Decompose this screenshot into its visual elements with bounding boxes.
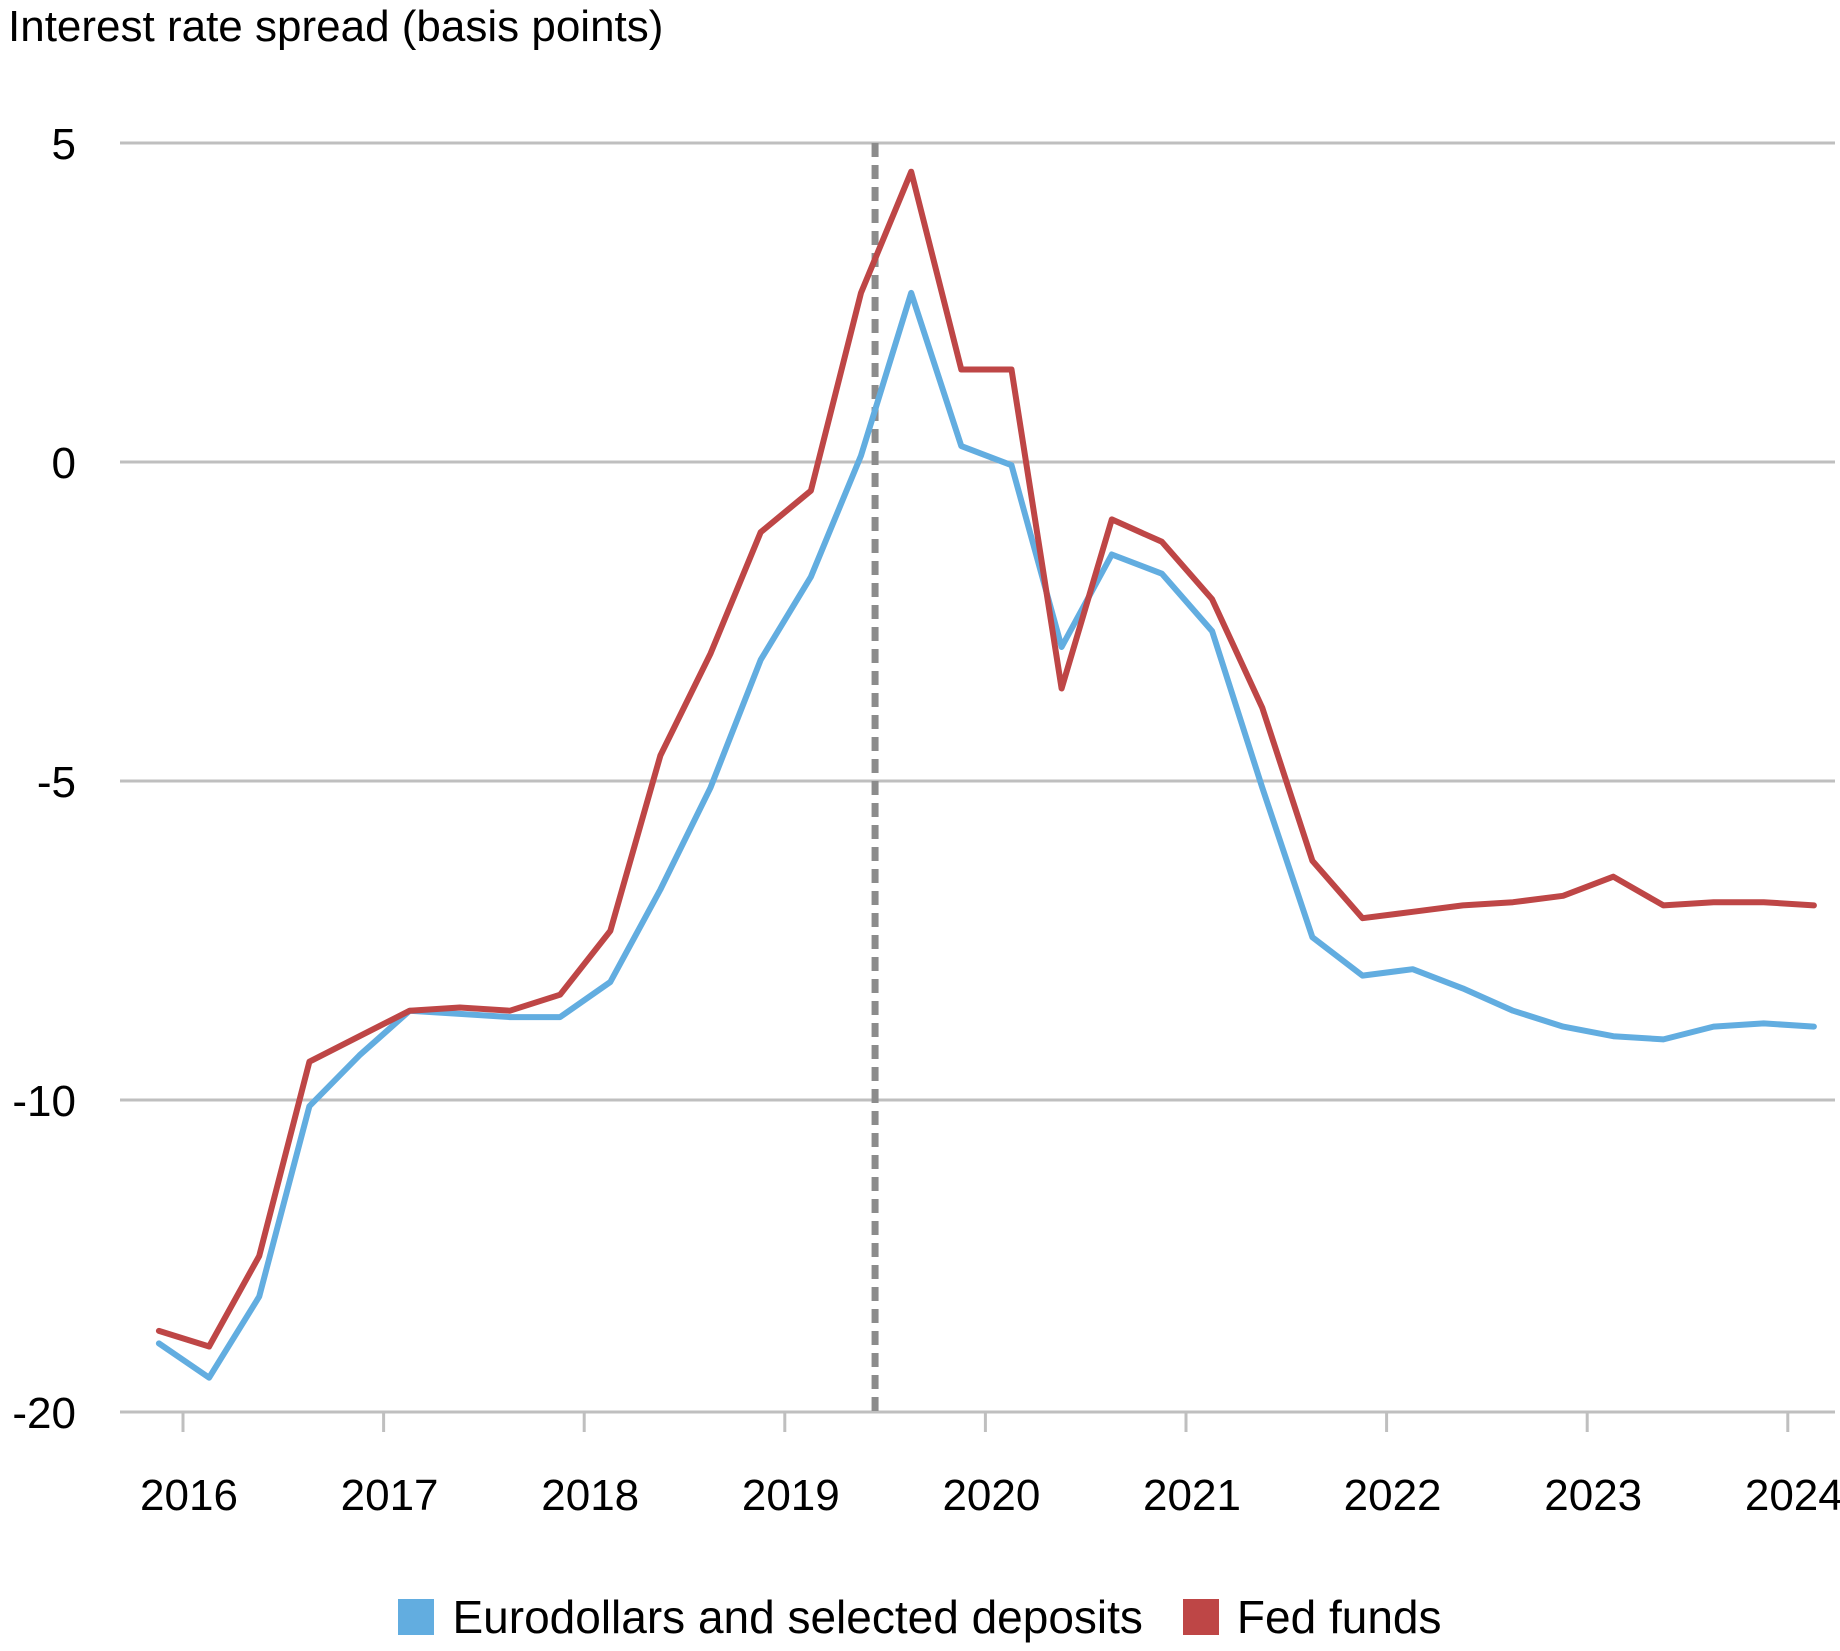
gridlines	[120, 141, 1835, 1414]
x-tick-label: 2019	[742, 1471, 840, 1520]
y-tick-label: -5	[37, 758, 76, 807]
y-tick-label: -10	[12, 1077, 76, 1126]
x-tick-label: 2023	[1544, 1471, 1642, 1520]
x-tick-label: 2020	[942, 1471, 1040, 1520]
legend-label-fed-funds: Fed funds	[1236, 1591, 1442, 1643]
y-tick-label: 5	[52, 120, 76, 169]
y-tick-label: 0	[52, 439, 76, 488]
legend-swatch-eurodollars	[398, 1599, 435, 1635]
legend: Eurodollars and selected deposits Fed fu…	[0, 1590, 1840, 1644]
y-axis-title: Interest rate spread (basis points)	[8, 2, 664, 51]
legend-item-eurodollars: Eurodollars and selected deposits	[398, 1590, 1143, 1644]
x-tick-label: 2017	[341, 1471, 439, 1520]
legend-swatch-fed-funds	[1182, 1599, 1219, 1635]
y-tick-label: -20	[12, 1389, 76, 1438]
x-tick-label: 2021	[1143, 1471, 1241, 1520]
x-tick-label: 2022	[1344, 1471, 1442, 1520]
x-tick-label: 2024	[1745, 1471, 1840, 1520]
x-tick-label: 2018	[541, 1471, 639, 1520]
legend-item-fed-funds: Fed funds	[1182, 1590, 1442, 1644]
tick-labels: 5 0 -5 -10 -20 2016 2017 2018 2019 2020 2021 2022 20…	[12, 120, 1840, 1520]
x-tick-label: 2016	[140, 1471, 238, 1520]
series-line-fed-funds	[155, 168, 1817, 1350]
series-group	[155, 168, 1817, 1381]
series-line-eurodollars	[155, 289, 1817, 1381]
x-axis	[181, 1412, 1790, 1432]
legend-label-eurodollars: Eurodollars and selected deposits	[452, 1591, 1143, 1643]
